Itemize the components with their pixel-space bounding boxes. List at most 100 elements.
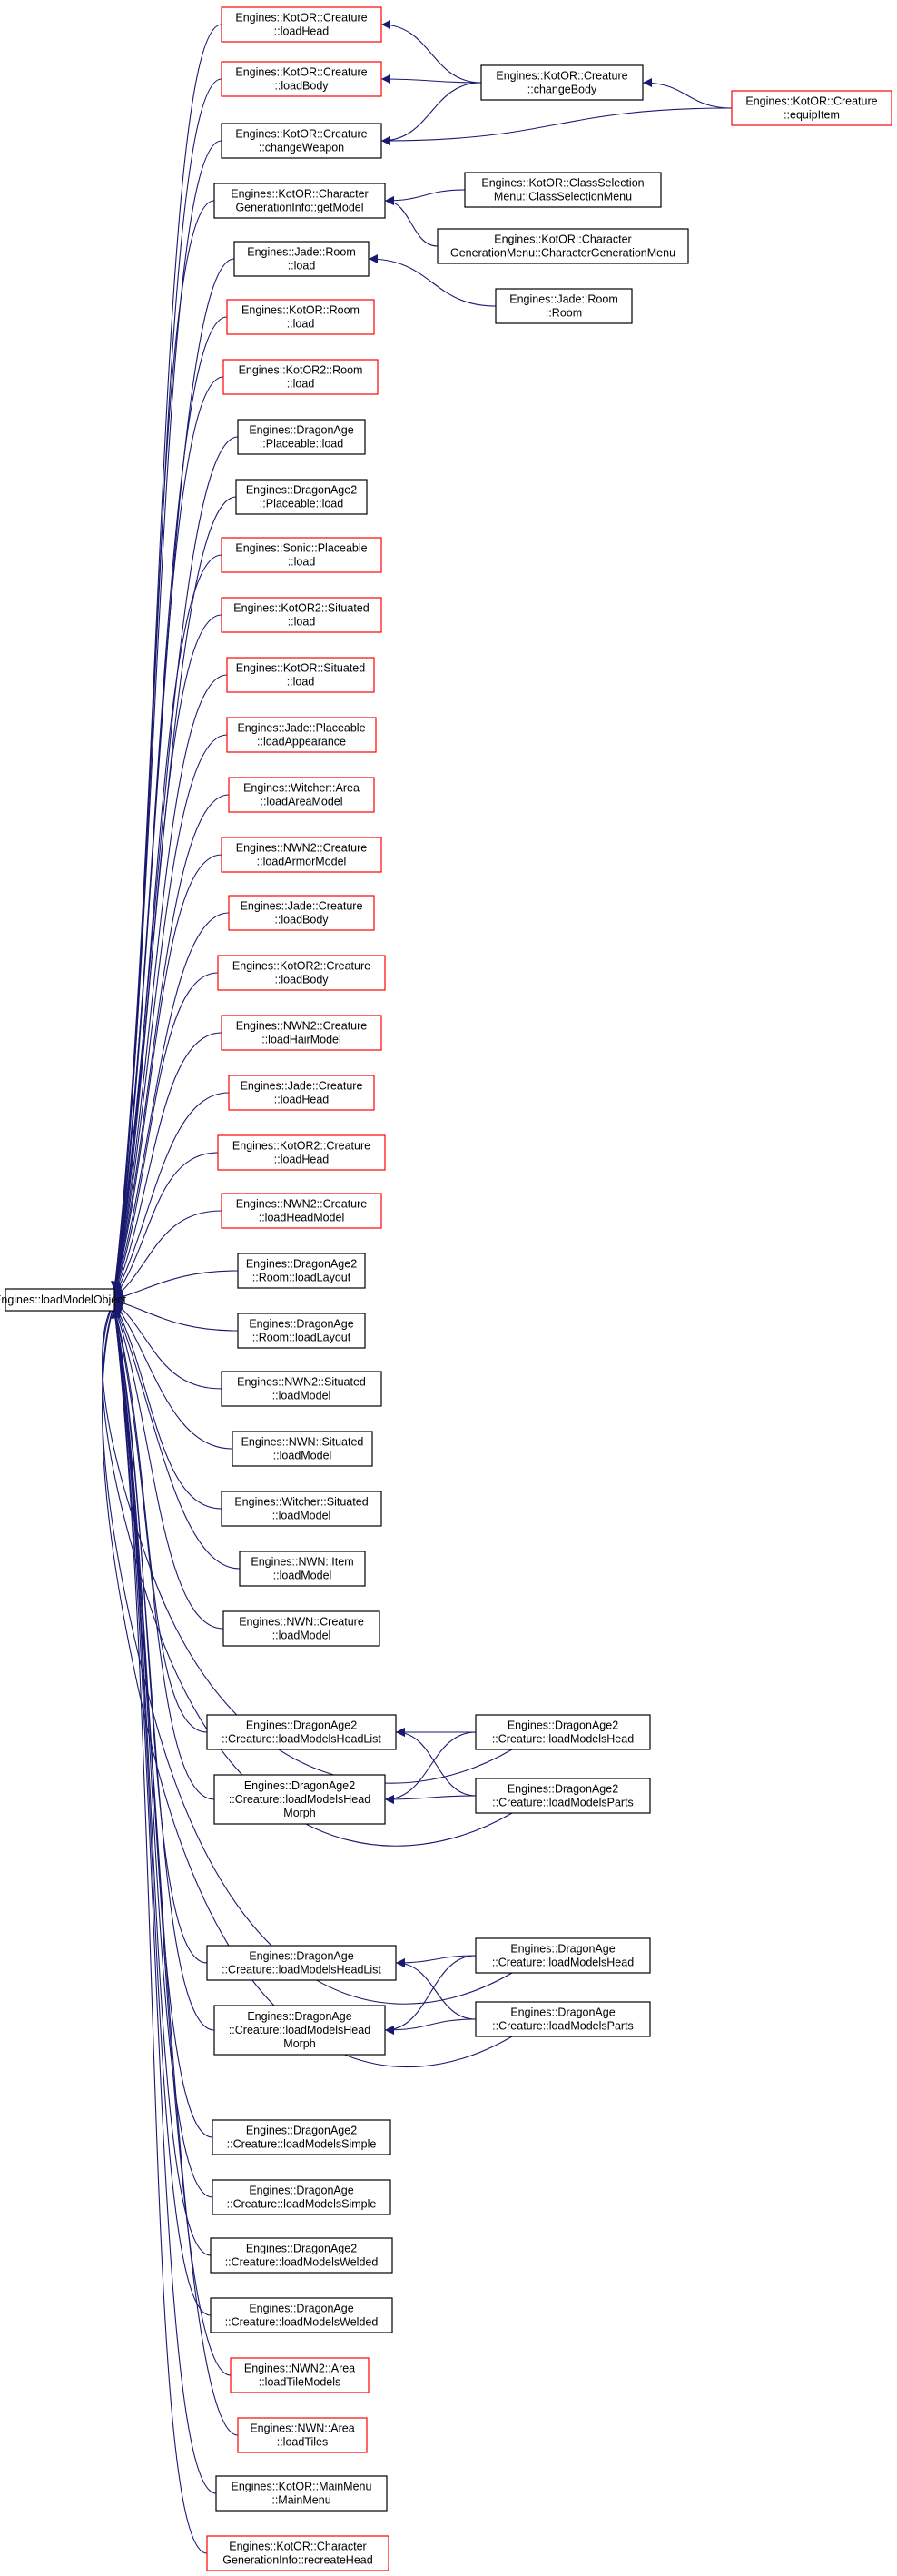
node-n38[interactable]: Engines::NWN::Area::loadTiles bbox=[237, 2417, 368, 2453]
node-label-line: Engines::Jade::Room bbox=[509, 293, 618, 306]
node-box bbox=[228, 777, 375, 813]
edge-m4-n5 bbox=[368, 254, 497, 307]
node-n19[interactable]: Engines::Jade::Creature::loadHead bbox=[228, 1075, 375, 1111]
node-n37[interactable]: Engines::NWN2::Area::loadTileModels bbox=[230, 2357, 370, 2393]
node-n5[interactable]: Engines::Jade::Room::load bbox=[233, 241, 370, 277]
node-n8[interactable]: Engines::DragonAge::Placeable::load bbox=[237, 419, 366, 455]
node-n33[interactable]: Engines::DragonAge2::Creature::loadModel… bbox=[212, 2119, 391, 2155]
node-m4[interactable]: Engines::Jade::Room::Room bbox=[495, 288, 633, 324]
node-label-line: ::loadBody bbox=[274, 914, 329, 926]
node-n32[interactable]: Engines::DragonAge::Creature::loadModels… bbox=[213, 2005, 386, 2056]
node-n28[interactable]: Engines::NWN::Creature::loadModel bbox=[222, 1610, 380, 1647]
edge-root-n39 bbox=[111, 1308, 217, 2494]
node-box bbox=[206, 1945, 397, 1981]
node-n23[interactable]: Engines::DragonAge::Room::loadLayout bbox=[237, 1313, 366, 1349]
node-n20[interactable]: Engines::KotOR2::Creature::loadHead bbox=[217, 1134, 386, 1171]
edge-root-n6 bbox=[111, 316, 228, 1292]
edge-m7-n31 bbox=[395, 1955, 477, 1967]
node-label-line: Engines::DragonAge bbox=[247, 2010, 351, 2023]
node-n29[interactable]: Engines::DragonAge2::Creature::loadModel… bbox=[206, 1714, 397, 1750]
node-label-line: GenerationMenu::CharacterGenerationMenu bbox=[450, 247, 675, 260]
root-node[interactable]: Engines::loadModelObject bbox=[0, 1288, 126, 1312]
edge-root-n8 bbox=[111, 436, 239, 1292]
node-m3[interactable]: Engines::KotOR::CharacterGenerationMenu:… bbox=[437, 228, 689, 264]
node-n35[interactable]: Engines::DragonAge2::Creature::loadModel… bbox=[210, 2237, 393, 2274]
node-label-line: Engines::loadModelObject bbox=[0, 1293, 126, 1306]
node-label-line: GenerationInfo::getModel bbox=[235, 202, 363, 214]
edge-m5-root bbox=[102, 1295, 513, 1784]
node-m8[interactable]: Engines::DragonAge::Creature::loadModels… bbox=[475, 2001, 651, 2037]
node-m2[interactable]: Engines::KotOR::ClassSelectionMenu::Clas… bbox=[464, 172, 662, 208]
node-n3[interactable]: Engines::KotOR::Creature::changeWeapon bbox=[221, 123, 382, 159]
edge-root-n40 bbox=[111, 1308, 208, 2554]
node-box bbox=[226, 299, 375, 335]
node-n39[interactable]: Engines::KotOR::MainMenu::MainMenu bbox=[215, 2475, 388, 2512]
node-n12[interactable]: Engines::KotOR::Situated::load bbox=[226, 657, 375, 693]
node-n25[interactable]: Engines::NWN::Situated::loadModel bbox=[232, 1431, 373, 1467]
node-box bbox=[226, 717, 377, 753]
node-n6[interactable]: Engines::KotOR::Room::load bbox=[226, 299, 375, 335]
node-n26[interactable]: Engines::Witcher::Situated::loadModel bbox=[221, 1491, 382, 1527]
node-label-line: ::loadTileModels bbox=[259, 2376, 341, 2389]
node-n11[interactable]: Engines::KotOR2::Situated::load bbox=[221, 597, 382, 633]
edge-root-n24 bbox=[113, 1301, 222, 1390]
edge-root-n7 bbox=[111, 376, 224, 1292]
node-n21[interactable]: Engines::NWN2::Creature::loadHeadModel bbox=[221, 1193, 382, 1229]
edge-root-n19 bbox=[113, 1092, 230, 1296]
node-n34[interactable]: Engines::DragonAge::Creature::loadModels… bbox=[212, 2179, 391, 2215]
node-label-line: ::loadHead bbox=[274, 1094, 330, 1106]
node-label-line: Engines::DragonAge2 bbox=[246, 2243, 357, 2255]
edge-m6-root bbox=[102, 1295, 513, 1847]
node-m6[interactable]: Engines::DragonAge2::Creature::loadModel… bbox=[475, 1778, 651, 1814]
node-label-line: ::load bbox=[288, 260, 316, 272]
node-n17[interactable]: Engines::KotOR2::Creature::loadBody bbox=[217, 955, 386, 991]
node-n40[interactable]: Engines::KotOR::CharacterGenerationInfo:… bbox=[206, 2535, 389, 2571]
node-label-line: Engines::KotOR::Character bbox=[229, 2541, 366, 2553]
node-label-line: Engines::DragonAge2 bbox=[246, 484, 357, 497]
edge-m8-n32 bbox=[384, 2018, 477, 2035]
node-box bbox=[475, 2001, 651, 2037]
edge-root-n32 bbox=[111, 1308, 215, 2031]
node-label-line: Engines::KotOR::Creature bbox=[235, 66, 367, 79]
node-n7[interactable]: Engines::KotOR2::Room::load bbox=[222, 359, 379, 395]
node-m1[interactable]: Engines::KotOR::Creature::changeBody bbox=[480, 64, 644, 101]
node-box bbox=[213, 1774, 386, 1825]
node-n9[interactable]: Engines::DragonAge2::Placeable::load bbox=[235, 479, 368, 515]
node-n14[interactable]: Engines::Witcher::Area::loadAreaModel bbox=[228, 777, 375, 813]
node-n10[interactable]: Engines::Sonic::Placeable::load bbox=[221, 537, 382, 573]
edge-m6-n30 bbox=[384, 1794, 477, 1804]
node-box bbox=[230, 2357, 370, 2393]
node-label-line: ::loadAppearance bbox=[257, 736, 346, 748]
node-e1[interactable]: Engines::KotOR::Creature::equipItem bbox=[731, 90, 892, 126]
edge-root-n5 bbox=[111, 258, 235, 1292]
edge-root-n25 bbox=[113, 1302, 233, 1450]
node-n24[interactable]: Engines::NWN2::Situated::loadModel bbox=[221, 1371, 382, 1407]
node-n18[interactable]: Engines::NWN2::Creature::loadHairModel bbox=[221, 1015, 382, 1051]
node-n1[interactable]: Engines::KotOR::Creature::loadHead bbox=[221, 6, 382, 43]
node-n22[interactable]: Engines::DragonAge2::Room::loadLayout bbox=[237, 1253, 366, 1289]
node-n16[interactable]: Engines::Jade::Creature::loadBody bbox=[228, 895, 375, 931]
edge-root-n27 bbox=[113, 1304, 241, 1570]
node-label-line: Engines::KotOR::Creature bbox=[235, 128, 367, 141]
edges bbox=[102, 20, 733, 2554]
node-label-line: Engines::DragonAge bbox=[510, 1943, 615, 1956]
node-n31[interactable]: Engines::DragonAge::Creature::loadModels… bbox=[206, 1945, 397, 1981]
node-m7[interactable]: Engines::DragonAge::Creature::loadModels… bbox=[475, 1937, 651, 1974]
node-label-line: Engines::KotOR::ClassSelection bbox=[481, 177, 644, 190]
node-box bbox=[213, 2005, 386, 2056]
node-n15[interactable]: Engines::NWN2::Creature::loadArmorModel bbox=[221, 837, 382, 873]
edge-m8-root bbox=[102, 1295, 513, 2068]
node-box bbox=[221, 1015, 382, 1051]
node-n2[interactable]: Engines::KotOR::Creature::loadBody bbox=[221, 61, 382, 97]
node-n36[interactable]: Engines::DragonAge::Creature::loadModels… bbox=[210, 2297, 393, 2333]
node-n13[interactable]: Engines::Jade::Placeable::loadAppearance bbox=[226, 717, 377, 753]
node-n4[interactable]: Engines::KotOR::CharacterGenerationInfo:… bbox=[213, 183, 386, 219]
node-box bbox=[217, 955, 386, 991]
node-box bbox=[731, 90, 892, 126]
edge-m1-n2 bbox=[380, 74, 482, 84]
node-label-line: Engines::DragonAge bbox=[249, 2303, 353, 2315]
node-m5[interactable]: Engines::DragonAge2::Creature::loadModel… bbox=[475, 1714, 651, 1750]
node-label-line: Engines::Jade::Room bbox=[247, 246, 356, 259]
node-n27[interactable]: Engines::NWN::Item::loadModel bbox=[239, 1551, 366, 1587]
node-n30[interactable]: Engines::DragonAge2::Creature::loadModel… bbox=[213, 1774, 386, 1825]
